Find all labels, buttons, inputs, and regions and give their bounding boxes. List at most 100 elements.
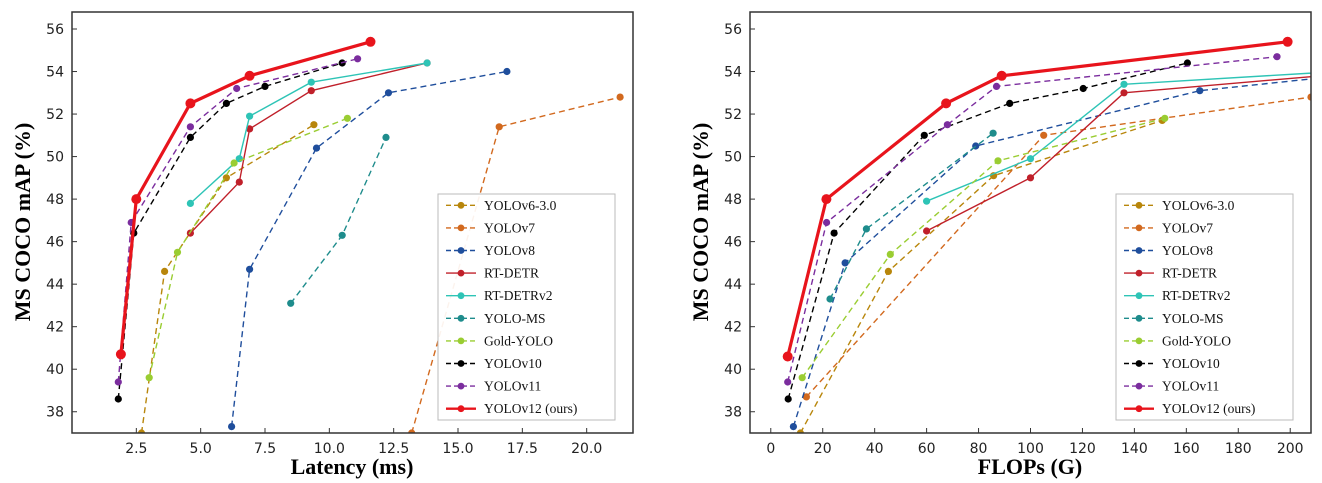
latency-x-tick-label: 10.0 [314, 441, 345, 457]
latency-legend-entry-yolov8-marker [457, 247, 465, 254]
latency-x-tick-label: 7.5 [254, 441, 276, 457]
flops-series-yolov10-point [830, 229, 838, 237]
latency-legend-entry-rt-detr-label: RT-DETR [484, 266, 539, 281]
latency-series-layer [114, 36, 624, 433]
flops-series-yolo-ms-line [829, 132, 994, 300]
latency-series-yolo-ms-point [287, 299, 295, 307]
flops-series-gold-yolo-point [798, 374, 806, 382]
flops-series-yolov8-line [792, 78, 1311, 427]
flops-legend-entry-yolo-ms: YOLO-MS [1124, 311, 1224, 326]
latency-series-yolov12-ours-point [185, 98, 196, 109]
flops-series-yolov7-point [1040, 131, 1048, 139]
flops-series-yolov7 [802, 93, 1311, 401]
flops-series-layer [782, 36, 1311, 433]
flops-x-tick-label: 180 [1225, 441, 1252, 457]
latency-series-rt-detrv2-point [307, 78, 315, 86]
flops-legend-entry-yolov10: YOLOv10 [1124, 356, 1220, 371]
flops-legend-entry-yolo-ms-label: YOLO-MS [1162, 311, 1224, 326]
flops-legend-entry-yolov7-label: YOLOv7 [1162, 220, 1213, 235]
flops-legend-entry-yolov12-ours: YOLOv12 (ours) [1124, 401, 1255, 416]
flops-x-tick-label: 20 [814, 441, 832, 457]
flops-x-tick-label: 80 [970, 441, 988, 457]
latency-series-rt-detr-point [235, 178, 243, 186]
latency-series-yolov12-ours-point [115, 349, 126, 360]
flops-series-yolo-ms-point [826, 295, 834, 303]
latency-legend-entry-yolov11: YOLOv11 [446, 379, 541, 394]
flops-series-rt-detrv2-point [923, 197, 931, 205]
latency-series-yolov6-3-0-point [137, 429, 146, 433]
latency-series-yolov11 [114, 55, 362, 386]
latency-legend-entry-yolov10-label: YOLOv10 [484, 356, 542, 371]
flops-ticks: 0 20 40 60 80 100 120 140 160 180 200 38 40 42 44 46 48 5… [724, 22, 1303, 457]
latency-series-yolov10-point [222, 99, 230, 107]
flops-series-yolov11-point [943, 121, 952, 129]
flops-legend-entry-yolov12-ours-marker [1135, 405, 1143, 413]
flops-y-tick-label: 56 [724, 22, 742, 38]
latency-series-rt-detrv2-point [246, 112, 254, 120]
latency-legend-entry-yolov12-ours-marker [457, 405, 465, 413]
latency-legend-entry-gold-yolo-label: Gold-YOLO [484, 333, 553, 348]
latency-y-tick-label: 38 [46, 405, 64, 421]
latency-series-yolov6-3-0-point [222, 174, 230, 182]
latency-legend-entry-yolov10-marker [457, 360, 465, 367]
latency-legend-entry-yolov12-ours: YOLOv12 (ours) [446, 401, 577, 416]
latency-series-yolov7-point [408, 429, 416, 433]
latency-legend-entry-yolov8-label: YOLOv8 [484, 243, 535, 258]
flops-series-yolov10 [784, 59, 1191, 403]
flops-series-yolov8-point [841, 259, 849, 267]
latency-legend-entry-rt-detr: RT-DETR [446, 266, 539, 281]
flops-y-axis-label: MS COCO mAP (%) [688, 123, 713, 322]
latency-chart: 2.5 5.0 7.5 10.0 12.5 15.0 17.5 20.0 38 40 42 44 46 4… [10, 11, 634, 479]
flops-series-rt-detr-line [926, 75, 1311, 232]
latency-series-yolov10-point [186, 133, 194, 141]
flops-legend-entry-yolov6-3-0: YOLOv6-3.0 [1124, 198, 1235, 213]
flops-series-yolov6-3-0 [796, 116, 1166, 433]
flops-legend-entry-yolo-ms-marker [1135, 314, 1143, 322]
flops-series-rt-detr-point [923, 227, 931, 235]
latency-series-yolov10-point [114, 395, 122, 403]
latency-series-gold-yolo-point [173, 248, 182, 256]
flops-x-axis-label: FLOPs (G) [978, 454, 1083, 479]
flops-legend-entry-yolov8-label: YOLOv8 [1162, 243, 1213, 258]
flops-y-tick-label: 40 [724, 362, 742, 378]
flops-x-tick-label: 140 [1121, 441, 1148, 457]
latency-legend-entry-yolo-ms-label: YOLO-MS [484, 311, 546, 326]
latency-series-yolov6-3-0-point [310, 121, 318, 129]
latency-legend-entry-yolov7-marker [457, 224, 465, 232]
latency-series-yolov8-point [228, 423, 236, 431]
flops-legend-entry-yolov11: YOLOv11 [1124, 379, 1219, 394]
flops-y-tick-label: 52 [724, 107, 742, 123]
flops-series-yolo-ms [826, 129, 997, 303]
flops-series-yolov10-point [920, 131, 928, 139]
flops-series-yolov12-ours-point [782, 351, 793, 362]
flops-series-yolov8-point [789, 423, 798, 431]
latency-legend-entry-yolov12-ours-label: YOLOv12 (ours) [484, 401, 577, 416]
latency-series-yolov7-line [411, 96, 621, 433]
flops-x-tick-label: 60 [918, 441, 936, 457]
latency-legend: YOLOv6-3.0 YOLOv7 YOLOv8 RT-DETR RT-DETRv2 YO… [437, 193, 616, 421]
flops-series-yolov7-point [1307, 93, 1311, 101]
latency-series-gold-yolo [145, 114, 351, 382]
latency-y-tick-label: 42 [46, 320, 64, 336]
latency-series-yolov6-3-0 [137, 121, 318, 433]
flops-series-yolov11-point [992, 82, 1001, 90]
latency-x-tick-label: 17.5 [507, 441, 538, 457]
latency-legend-entry-rt-detrv2: RT-DETRv2 [446, 288, 552, 303]
latency-series-yolov8-point [312, 144, 321, 152]
flops-series-yolov6-3-0-point [796, 429, 804, 433]
latency-series-gold-yolo-line [148, 117, 348, 378]
flops-y-tick-label: 48 [724, 192, 742, 208]
flops-legend-entry-gold-yolo-marker [1135, 337, 1143, 345]
flops-series-yolov11-point [1273, 53, 1281, 61]
latency-legend-entry-yolov10: YOLOv10 [446, 356, 542, 371]
latency-y-axis-label: MS COCO mAP (%) [10, 123, 35, 322]
flops-series-yolov11-point [823, 218, 831, 227]
latency-series-yolov12-ours-point [131, 194, 142, 205]
flops-y-tick-label: 54 [724, 65, 742, 81]
latency-legend-entry-yolov11-label: YOLOv11 [484, 379, 541, 394]
flops-series-yolov7-point [802, 393, 811, 401]
flops-legend-entry-rt-detr: RT-DETR [1124, 266, 1217, 281]
flops-legend-entry-yolov11-marker [1135, 382, 1143, 390]
latency-series-yolo-ms-point [382, 133, 390, 141]
latency-ticks: 2.5 5.0 7.5 10.0 12.5 15.0 17.5 20.0 38 40 42 44 46 4… [46, 22, 602, 457]
